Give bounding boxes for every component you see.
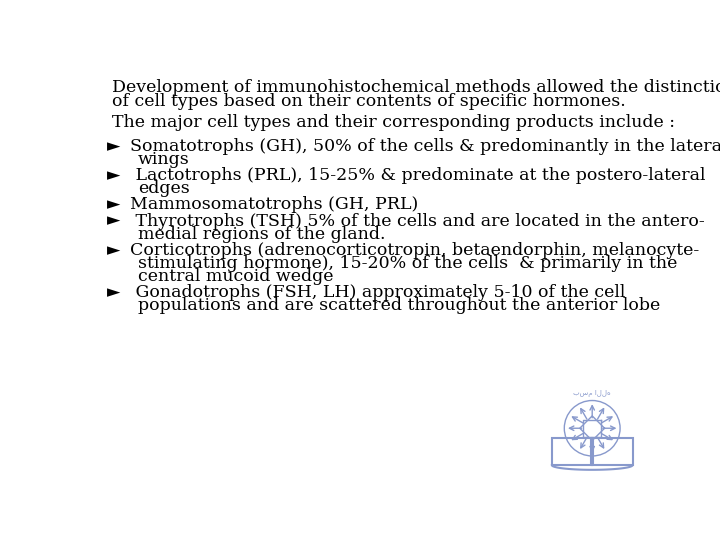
Text: ►: ►: [107, 284, 120, 301]
Text: ►: ►: [107, 197, 120, 213]
Text: Mammosomatotrophs (GH, PRL): Mammosomatotrophs (GH, PRL): [130, 197, 418, 213]
Text: edges: edges: [138, 180, 190, 197]
Text: Gonadotrophs (FSH, LH) approximately 5-10 of the cell: Gonadotrophs (FSH, LH) approximately 5-1…: [130, 284, 626, 301]
Text: populations and are scattered throughout the anterior lobe: populations and are scattered throughout…: [138, 298, 660, 314]
Text: ►: ►: [107, 213, 120, 230]
Bar: [593, 438, 632, 465]
Text: wings: wings: [138, 151, 190, 168]
Text: of cell types based on their contents of specific hormones.: of cell types based on their contents of…: [112, 92, 626, 110]
Text: Development of immunohistochemical methods allowed the distinction: Development of immunohistochemical metho…: [112, 79, 720, 96]
Bar: [552, 438, 591, 465]
Text: stimulating hormone), 15-20% of the cells  & primarily in the: stimulating hormone), 15-20% of the cell…: [138, 255, 678, 272]
Text: central mucoid wedge: central mucoid wedge: [138, 268, 333, 285]
Text: The major cell types and their corresponding products include :: The major cell types and their correspon…: [112, 114, 675, 131]
Text: ►: ►: [107, 167, 120, 184]
Text: medial regions of the gland.: medial regions of the gland.: [138, 226, 385, 243]
Text: Lactotrophs (PRL), 15-25% & predominate at the postero-lateral: Lactotrophs (PRL), 15-25% & predominate …: [130, 167, 706, 184]
Text: Thyrotrophs (TSH) 5% of the cells and are located in the antero-: Thyrotrophs (TSH) 5% of the cells and ar…: [130, 213, 705, 230]
Text: بسم الله: بسم الله: [573, 390, 611, 397]
Text: Somatotrophs (GH), 50% of the cells & predominantly in the lateral: Somatotrophs (GH), 50% of the cells & pr…: [130, 138, 720, 155]
Text: Corticotrophs (adrenocorticotropin, betaendorphin, melanocyte-: Corticotrophs (adrenocorticotropin, beta…: [130, 242, 700, 259]
Text: ►: ►: [107, 138, 120, 155]
Text: ►: ►: [107, 242, 120, 259]
